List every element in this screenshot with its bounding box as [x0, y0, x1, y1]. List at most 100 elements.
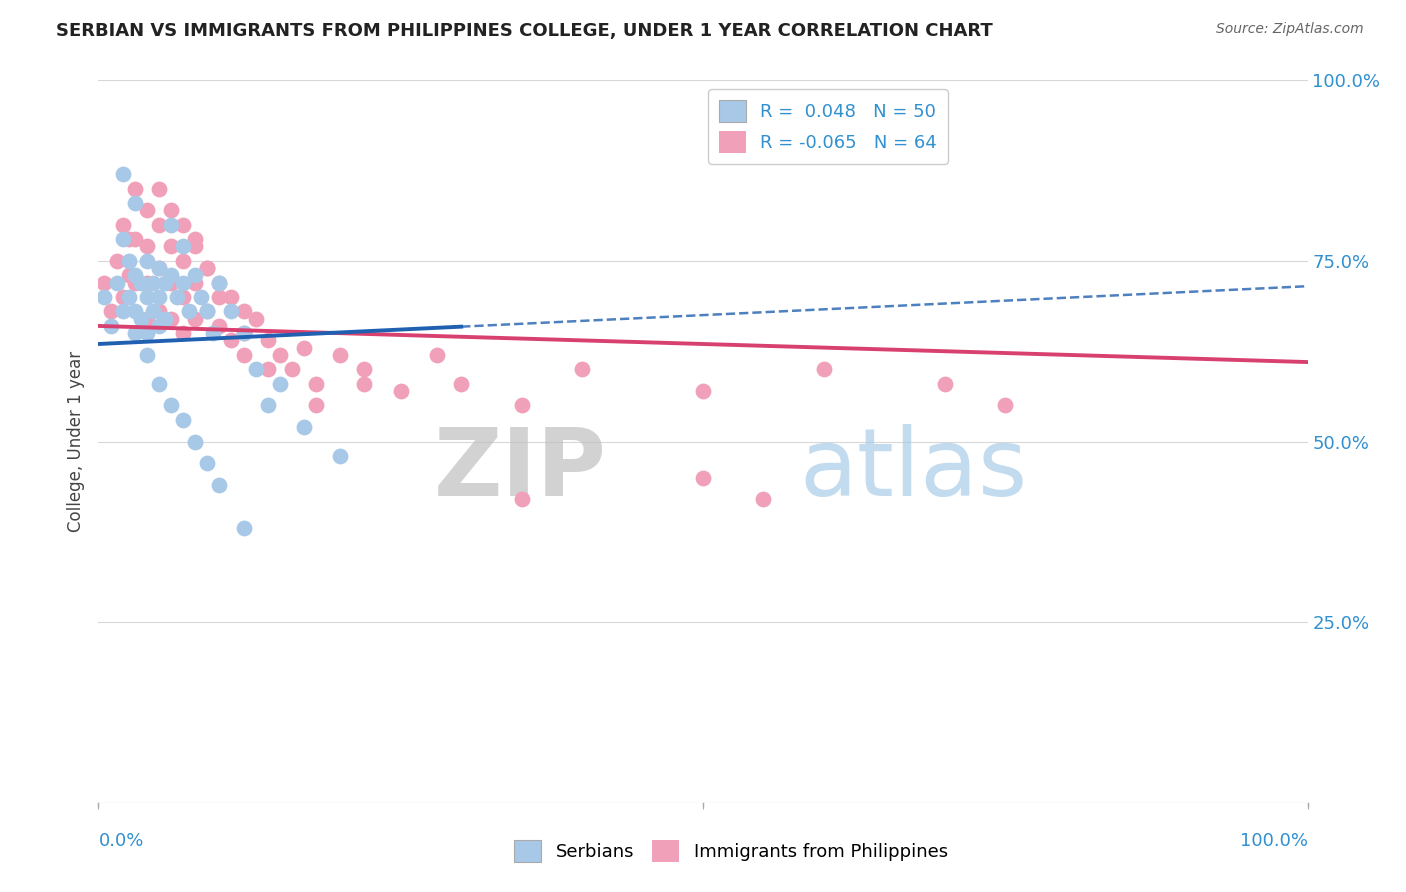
Text: 100.0%: 100.0% — [1240, 831, 1308, 850]
Point — [160, 218, 183, 232]
Legend: R =  0.048   N = 50, R = -0.065   N = 64: R = 0.048 N = 50, R = -0.065 N = 64 — [709, 89, 948, 164]
Point — [105, 253, 128, 268]
Point — [118, 290, 141, 304]
Point — [105, 276, 128, 290]
Point — [129, 311, 152, 326]
Point — [100, 318, 122, 333]
Point — [142, 276, 165, 290]
Point — [195, 261, 218, 276]
Point — [124, 326, 146, 340]
Point — [135, 348, 157, 362]
Point — [135, 311, 157, 326]
Point — [184, 232, 207, 246]
Point — [153, 276, 176, 290]
Point — [148, 318, 170, 333]
Point — [353, 376, 375, 391]
Point — [232, 304, 254, 318]
Point — [232, 521, 254, 535]
Y-axis label: College, Under 1 year: College, Under 1 year — [67, 351, 86, 533]
Point — [93, 276, 115, 290]
Legend: Serbians, Immigrants from Philippines: Serbians, Immigrants from Philippines — [508, 833, 955, 870]
Point — [124, 196, 146, 211]
Point — [232, 326, 254, 340]
Point — [329, 449, 352, 463]
Point — [160, 239, 183, 253]
Point — [124, 304, 146, 318]
Point — [281, 362, 304, 376]
Point — [571, 362, 593, 376]
Point — [111, 304, 134, 318]
Text: atlas: atlas — [800, 425, 1028, 516]
Point — [148, 218, 170, 232]
Point — [256, 362, 278, 376]
Point — [179, 304, 201, 318]
Point — [184, 434, 207, 449]
Point — [118, 232, 141, 246]
Point — [221, 304, 243, 318]
Text: SERBIAN VS IMMIGRANTS FROM PHILIPPINES COLLEGE, UNDER 1 YEAR CORRELATION CHART: SERBIAN VS IMMIGRANTS FROM PHILIPPINES C… — [56, 22, 993, 40]
Point — [160, 268, 183, 283]
Point — [166, 290, 188, 304]
Point — [245, 362, 267, 376]
Point — [269, 348, 291, 362]
Point — [208, 478, 231, 492]
Point — [692, 470, 714, 484]
Point — [129, 276, 152, 290]
Point — [232, 326, 254, 340]
Point — [353, 362, 375, 376]
Point — [450, 376, 472, 391]
Point — [195, 456, 218, 470]
Point — [160, 203, 183, 218]
Point — [172, 276, 194, 290]
Point — [148, 304, 170, 318]
Point — [160, 311, 183, 326]
Point — [292, 341, 315, 355]
Point — [142, 304, 165, 318]
Point — [135, 276, 157, 290]
Point — [111, 167, 134, 181]
Point — [305, 398, 328, 412]
Point — [135, 253, 157, 268]
Point — [172, 413, 194, 427]
Point — [148, 261, 170, 276]
Point — [111, 218, 134, 232]
Point — [752, 492, 775, 507]
Point — [148, 182, 170, 196]
Point — [172, 218, 194, 232]
Point — [124, 276, 146, 290]
Point — [389, 384, 412, 398]
Text: ZIP: ZIP — [433, 425, 606, 516]
Point — [124, 268, 146, 283]
Point — [135, 326, 157, 340]
Point — [148, 261, 170, 276]
Point — [934, 376, 956, 391]
Point — [124, 182, 146, 196]
Point — [148, 376, 170, 391]
Point — [292, 420, 315, 434]
Point — [172, 253, 194, 268]
Point — [208, 318, 231, 333]
Point — [221, 290, 243, 304]
Point — [93, 290, 115, 304]
Point — [305, 376, 328, 391]
Point — [208, 276, 231, 290]
Point — [160, 398, 183, 412]
Point — [118, 253, 141, 268]
Point — [172, 290, 194, 304]
Point — [221, 334, 243, 348]
Point — [160, 276, 183, 290]
Point — [208, 290, 231, 304]
Point — [813, 362, 835, 376]
Point — [135, 239, 157, 253]
Point — [202, 326, 225, 340]
Point — [124, 232, 146, 246]
Point — [208, 276, 231, 290]
Point — [135, 203, 157, 218]
Point — [692, 384, 714, 398]
Point — [426, 348, 449, 362]
Point — [172, 239, 194, 253]
Point — [184, 311, 207, 326]
Point — [994, 398, 1017, 412]
Point — [172, 326, 194, 340]
Point — [135, 290, 157, 304]
